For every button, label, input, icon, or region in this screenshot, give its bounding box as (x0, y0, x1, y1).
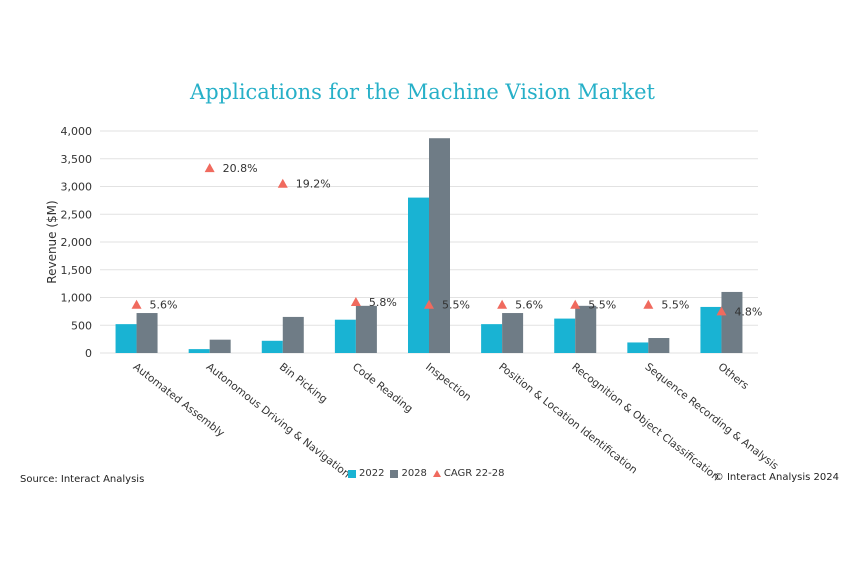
legend-item-2028: 2028 (390, 468, 427, 479)
cagr-label: 5.5% (588, 299, 616, 312)
bar-2022 (188, 349, 210, 353)
bar-2022 (408, 197, 429, 353)
legend-swatch-2022 (348, 469, 356, 478)
x-tick-label: Inspection (423, 361, 473, 404)
legend-item-cagr: CAGR 22-28 (432, 468, 505, 479)
cagr-marker (277, 178, 288, 188)
bar-2028 (282, 316, 304, 353)
cagr-marker (350, 296, 361, 306)
cagr-label: 5.5% (661, 299, 689, 312)
bar-2022 (700, 306, 722, 353)
bar-2022 (627, 342, 649, 353)
copyright-note: © Interact Analysis 2024 (713, 472, 839, 483)
bar-2028 (575, 305, 597, 353)
bar-2028 (502, 313, 524, 353)
cagr-marker (131, 299, 142, 309)
legend-triangle-icon (432, 470, 441, 477)
chart-legend: 2022 2028 CAGR 22-28 (348, 468, 505, 479)
cagr-label: 19.2% (296, 178, 331, 191)
y-tick-label: 1,000 (61, 292, 93, 305)
bar-2028 (209, 339, 231, 353)
y-tick-label: 500 (71, 319, 92, 332)
cagr-marker (570, 299, 581, 309)
cagr-label: 5.5% (442, 299, 470, 312)
cagr-marker (204, 163, 215, 173)
chart-title: Applications for the Machine Vision Mark… (190, 80, 655, 104)
legend-label-cagr: CAGR 22-28 (443, 468, 505, 479)
y-tick-label: 3,000 (61, 181, 93, 194)
legend-label-2022: 2022 (359, 468, 385, 479)
bar-2028 (136, 313, 158, 353)
bar-2028 (721, 291, 743, 353)
cagr-marker (643, 299, 654, 309)
y-axis-label: Revenue ($M) (45, 200, 59, 283)
x-tick-label: Others (716, 361, 751, 392)
bar-2022 (261, 340, 283, 353)
legend-item-2022: 2022 (348, 468, 384, 479)
x-tick-label: Code Reading (350, 361, 415, 415)
bar-2022 (334, 319, 356, 353)
cagr-label: 20.8% (223, 162, 258, 175)
bar-2022 (554, 318, 576, 353)
cagr-label: 5.8% (369, 296, 397, 309)
bar-2028 (429, 138, 450, 353)
y-tick-label: 4,000 (61, 125, 93, 138)
legend-label-2028: 2028 (401, 468, 427, 479)
cagr-marker (497, 299, 508, 309)
cagr-label: 5.6% (150, 299, 178, 312)
cagr-marker (424, 299, 434, 309)
y-tick-label: 3,500 (61, 153, 93, 166)
y-tick-label: 2,500 (61, 208, 93, 221)
bar-2028 (648, 338, 670, 353)
bar-2022 (481, 324, 503, 353)
y-tick-label: 2,000 (61, 236, 93, 249)
x-tick-label: Bin Picking (277, 361, 329, 406)
cagr-label: 4.8% (734, 305, 762, 318)
x-tick-label: Recognition & Object Classification (569, 361, 721, 484)
cagr-marker (716, 306, 727, 316)
x-tick-label: Autonomous Driving & Navigation (204, 361, 352, 481)
legend-swatch-2028 (390, 469, 399, 478)
bar-2028 (355, 305, 377, 353)
x-tick-label: Sequence Recording & Analysis (642, 361, 780, 473)
y-tick-label: 0 (85, 347, 92, 360)
x-tick-label: Position & Location Identification (496, 361, 639, 477)
bar-2022 (115, 324, 137, 353)
cagr-label: 5.6% (515, 299, 543, 312)
y-tick-label: 1,500 (61, 264, 93, 277)
source-note: Source: Interact Analysis (20, 474, 145, 485)
